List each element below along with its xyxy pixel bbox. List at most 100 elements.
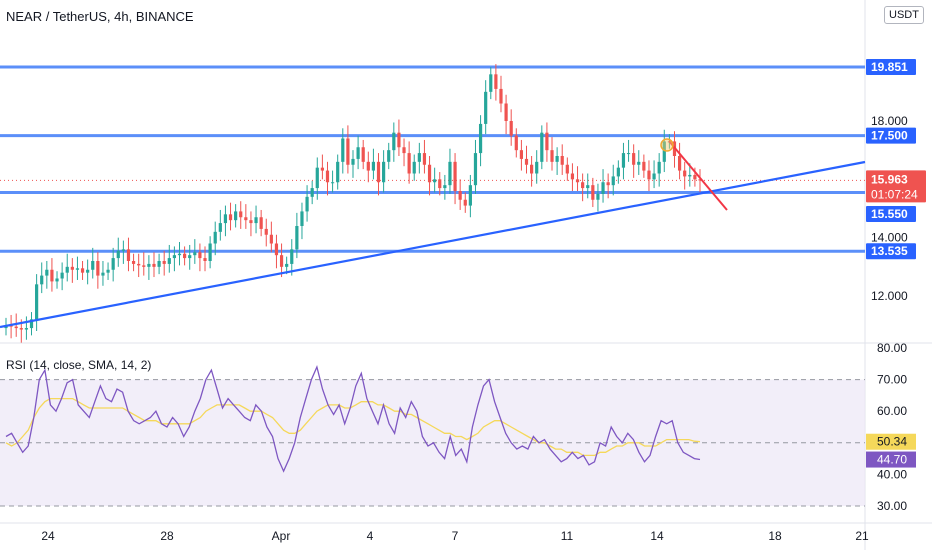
candle-down bbox=[274, 243, 279, 256]
candle-down bbox=[632, 153, 636, 165]
candle-down bbox=[530, 164, 534, 174]
candle-up bbox=[540, 132, 544, 162]
price-axis[interactable]: 12.000 14.000 18.000 19.851 17.500 15.550 13.5… bbox=[866, 59, 926, 513]
candle-down bbox=[438, 179, 442, 189]
candles bbox=[4, 64, 702, 343]
rsi-tick-label: 30.00 bbox=[877, 499, 907, 513]
candle-down bbox=[427, 164, 432, 183]
candle-down bbox=[575, 179, 580, 183]
candle-down bbox=[683, 170, 687, 177]
candle-down bbox=[264, 228, 268, 235]
candle-up bbox=[616, 167, 620, 177]
candle-up bbox=[448, 161, 452, 186]
time-tick-label: 24 bbox=[41, 529, 55, 543]
candle-up bbox=[652, 173, 656, 180]
candle-down bbox=[80, 268, 85, 273]
candle-down bbox=[458, 190, 462, 200]
candle-down bbox=[203, 258, 207, 261]
ascending-trendline bbox=[0, 160, 866, 329]
candle-up bbox=[188, 255, 192, 259]
rsi-title: RSI (14, close, SMA, 14, 2) bbox=[6, 358, 152, 372]
time-tick-label: 4 bbox=[367, 529, 374, 543]
candle-up bbox=[473, 153, 478, 186]
candle-up bbox=[443, 185, 447, 189]
level-label-17.5: 17.500 bbox=[871, 129, 908, 143]
candle-up bbox=[611, 176, 615, 186]
candle-down bbox=[19, 328, 23, 330]
candle-down bbox=[320, 167, 324, 171]
time-tick-label: 18 bbox=[768, 529, 782, 543]
candle-up bbox=[596, 193, 600, 200]
candle-down bbox=[244, 217, 248, 221]
candle-down bbox=[494, 74, 498, 89]
rsi-tick-label: 80.00 bbox=[877, 341, 907, 355]
candle-down bbox=[397, 132, 401, 148]
candle-up bbox=[86, 269, 90, 273]
currency-button[interactable]: USDT bbox=[884, 6, 924, 24]
candle-up bbox=[177, 253, 182, 256]
candle-up bbox=[101, 272, 105, 276]
level-label-15.55-bg bbox=[866, 206, 916, 222]
candle-down bbox=[259, 217, 263, 229]
time-axis[interactable]: 24 28 Apr 4 7 11 14 18 21 bbox=[41, 529, 869, 543]
trendlines[interactable] bbox=[0, 138, 866, 329]
candle-up bbox=[626, 153, 631, 155]
candle-up bbox=[223, 214, 228, 224]
rsi-tick-label: 60.00 bbox=[877, 404, 907, 418]
candle-up bbox=[688, 174, 692, 177]
candle-down bbox=[509, 120, 513, 136]
candle-up bbox=[40, 275, 44, 285]
candle-up bbox=[213, 231, 217, 244]
candle-up bbox=[121, 249, 125, 251]
candle-down bbox=[565, 164, 569, 174]
rsi-lines bbox=[5, 365, 701, 473]
rsi-value-label: 44.70 bbox=[877, 453, 907, 467]
current-price-label: 15.963 bbox=[871, 172, 908, 186]
candle-down bbox=[693, 174, 697, 180]
candle-down bbox=[606, 182, 610, 186]
candle-down bbox=[570, 173, 575, 180]
candle-up bbox=[147, 263, 151, 267]
horizontal-levels[interactable] bbox=[0, 65, 865, 253]
countdown-label: 01:07:24 bbox=[871, 187, 918, 201]
candle-down bbox=[698, 179, 702, 181]
candle-up bbox=[60, 272, 64, 279]
candle-up bbox=[657, 161, 661, 174]
candle-down bbox=[346, 138, 350, 165]
time-tick-label: 21 bbox=[855, 529, 869, 543]
candle-up bbox=[172, 255, 176, 259]
candle-down bbox=[642, 161, 646, 171]
rsi-value-label-bg bbox=[866, 451, 916, 468]
candle-up bbox=[330, 182, 335, 184]
candle-up bbox=[290, 249, 294, 264]
price-tick-label: 14.000 bbox=[871, 231, 908, 245]
rsi-tick-label: 70.00 bbox=[877, 373, 907, 387]
candle-up bbox=[24, 328, 29, 330]
candle-down bbox=[591, 185, 595, 200]
candle-up bbox=[300, 211, 304, 226]
candle-up bbox=[167, 258, 171, 264]
candle-up bbox=[387, 150, 391, 162]
highlight-circle bbox=[660, 138, 674, 152]
candle-down bbox=[228, 214, 233, 221]
candle-up bbox=[106, 269, 110, 273]
candle-up bbox=[55, 278, 59, 282]
candle-up bbox=[111, 258, 115, 270]
rsi-line bbox=[5, 365, 701, 473]
candle-down bbox=[162, 260, 166, 264]
candle-down bbox=[361, 147, 365, 162]
candle-down bbox=[504, 103, 508, 121]
level-label-17.5-bg bbox=[866, 127, 916, 144]
candle-up bbox=[417, 153, 421, 162]
time-tick-label: 28 bbox=[160, 529, 174, 543]
rsi-ma-value-label: 50.34 bbox=[877, 435, 907, 449]
candle-up bbox=[371, 161, 376, 171]
candle-down bbox=[96, 260, 100, 276]
candle-down bbox=[14, 326, 18, 329]
candle-down bbox=[545, 132, 549, 151]
candle-up bbox=[234, 211, 238, 221]
candle-up bbox=[208, 243, 212, 261]
rsi-ma-label-bg bbox=[866, 433, 916, 450]
candle-up bbox=[382, 161, 386, 183]
